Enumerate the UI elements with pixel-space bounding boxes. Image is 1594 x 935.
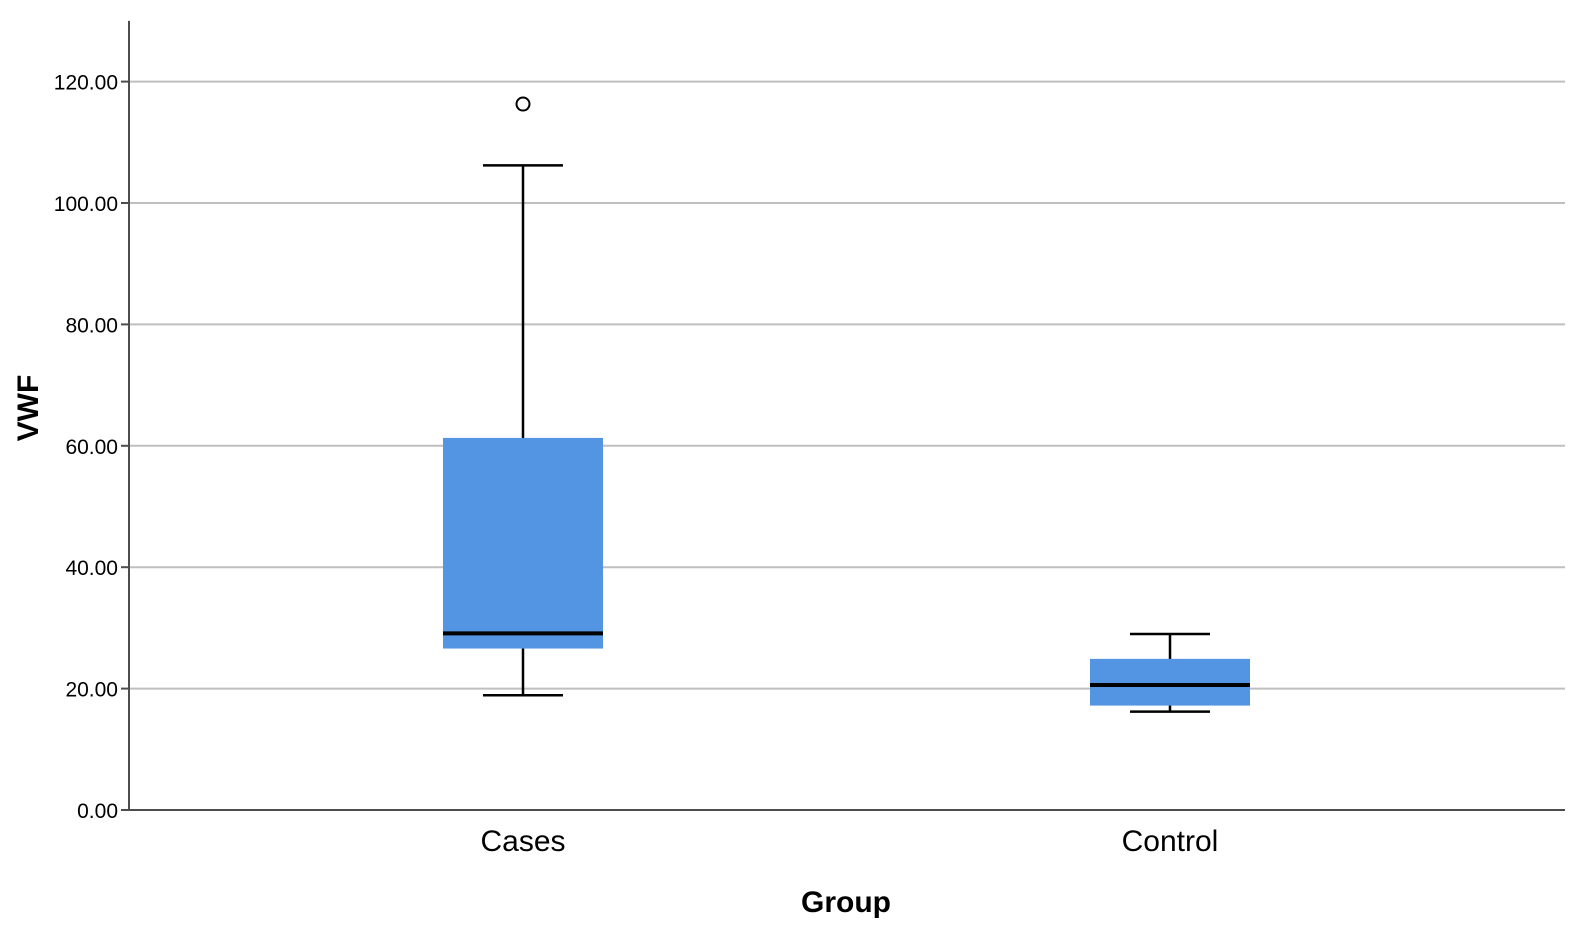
iqr-box	[1090, 658, 1250, 706]
y-tick-label: 0.00	[77, 800, 118, 823]
y-tick-label: 20.00	[65, 679, 118, 702]
labels: Group VWF 0.00 20.00 40.00 60.00 80.00 100.00…	[12, 72, 1218, 919]
outlier-point	[515, 96, 531, 112]
y-tick-label: 80.00	[65, 314, 118, 337]
y-axis-title: VWF	[12, 375, 45, 442]
y-tick-label: 100.00	[54, 193, 118, 216]
iqr-box	[443, 437, 603, 649]
x-axis-title: Group	[801, 886, 891, 919]
x-category-label-control: Control	[1122, 825, 1219, 858]
y-tick-label: 60.00	[65, 436, 118, 459]
box-control	[1090, 632, 1250, 713]
x-category-label-cases: Cases	[480, 825, 565, 858]
y-tick-label: 40.00	[65, 557, 118, 580]
axes	[121, 20, 1565, 811]
gridlines	[129, 80, 1565, 690]
boxes	[443, 96, 1250, 713]
box-cases	[443, 96, 603, 697]
y-tick-label: 120.00	[54, 72, 118, 95]
